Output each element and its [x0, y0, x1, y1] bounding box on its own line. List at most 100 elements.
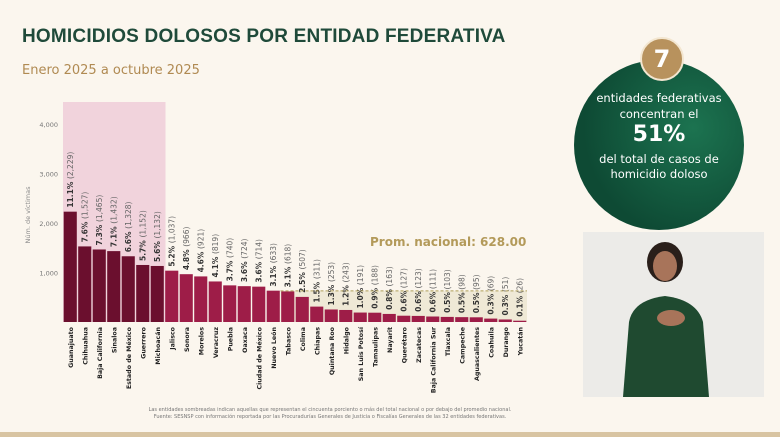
percent-label: 1.2%: [341, 283, 350, 306]
bar: [382, 313, 396, 322]
count-label: (253): [327, 262, 336, 282]
count-label: (724): [240, 238, 249, 258]
percent-label: 4.8%: [182, 247, 191, 270]
bar: [92, 249, 106, 322]
bar: [78, 246, 92, 322]
x-category-label: Jalisco: [169, 326, 176, 350]
y-axis-label: Núm. de víctimas: [24, 186, 32, 244]
x-category-label: Morelos: [198, 327, 205, 355]
percent-label: 11.1%: [66, 179, 75, 208]
average-label: Prom. nacional: 628.00: [370, 235, 526, 249]
count-label: (69): [486, 276, 495, 291]
percent-label: 3.6%: [240, 259, 249, 282]
percent-label: 5.2%: [167, 243, 176, 266]
data-label: 5.2% (1,037): [167, 216, 176, 267]
bar: [63, 211, 77, 322]
x-category-label: Hidalgo: [343, 326, 350, 354]
percent-label: 7.3%: [95, 222, 104, 245]
bar: [237, 286, 251, 322]
bottom-border: [0, 432, 780, 437]
percent-label: 0.5%: [443, 289, 452, 312]
bar: [397, 315, 411, 322]
bar: [469, 317, 483, 322]
bar: [426, 316, 440, 322]
bar: [107, 251, 121, 322]
percent-label: 0.3%: [501, 292, 510, 315]
percent-label: 0.6%: [428, 289, 437, 312]
data-label: 2.5% (507): [298, 249, 307, 293]
count-label: (127): [399, 268, 408, 288]
interpreter-figure: [583, 232, 764, 397]
percent-label: 0.6%: [399, 288, 408, 311]
x-category-label: Ciudad de México: [255, 326, 263, 389]
data-label: 0.3% (51): [501, 277, 510, 316]
percent-label: 0.5%: [457, 290, 466, 313]
percent-label: 0.3%: [486, 291, 495, 314]
bar: [223, 285, 237, 322]
data-label: 3.6% (714): [254, 239, 263, 283]
callout-number-badge: 7: [640, 37, 684, 81]
y-tick-label: 4,000: [39, 121, 58, 129]
count-label: (26): [515, 278, 524, 293]
bar: [208, 281, 222, 322]
data-label: 0.5% (95): [472, 274, 481, 313]
x-category-label: Sinaloa: [111, 327, 118, 353]
percent-label: 3.6%: [254, 259, 263, 282]
count-label: (163): [385, 266, 394, 286]
percent-label: 1.0%: [356, 285, 365, 308]
bar: [165, 270, 179, 322]
footnote-source: Fuente: SESNSP con información reportada…: [153, 414, 507, 420]
bar: [411, 315, 425, 322]
bar: [513, 320, 527, 322]
data-label: 1.5% (311): [312, 259, 321, 303]
data-label: 5.7% (1,152): [138, 210, 147, 261]
x-category-label: Oaxaca: [242, 327, 249, 353]
data-label: 0.5% (103): [443, 269, 452, 313]
percent-label: 5.6%: [153, 239, 162, 262]
y-tick-label: 2,000: [39, 220, 58, 228]
data-label: 1.0% (191): [356, 265, 365, 309]
sign-language-interpreter-video: [583, 232, 764, 397]
bar: [150, 265, 164, 322]
y-tick-label: 1,000: [39, 270, 58, 278]
data-label: 4.8% (966): [182, 227, 191, 271]
data-label: 7.6% (1,527): [80, 192, 89, 243]
page-title: HOMICIDIOS DOLOSOS POR ENTIDAD FEDERATIV…: [22, 26, 506, 47]
count-label: (188): [370, 265, 379, 285]
bar: [281, 291, 295, 322]
data-label: 7.3% (1,465): [95, 195, 104, 246]
data-label: 0.6% (127): [399, 268, 408, 312]
count-label: (95): [472, 274, 481, 289]
data-label: 5.6% (1,132): [153, 211, 162, 262]
bar: [353, 312, 367, 322]
count-label: (103): [443, 269, 452, 289]
data-label: 11.1% (2,229): [66, 152, 75, 208]
count-label: (1,527): [80, 192, 89, 219]
percent-label: 3.7%: [225, 258, 234, 281]
bar: [121, 256, 135, 322]
x-category-label: Guerrero: [140, 326, 147, 359]
count-label: (51): [501, 277, 510, 292]
count-label: (1,465): [95, 195, 104, 222]
bar: [368, 312, 382, 322]
x-category-label: Durango: [503, 326, 510, 357]
x-category-label: Baja California Sur: [430, 326, 437, 393]
x-category-label: San Luis Potosí: [357, 326, 365, 381]
count-label: (311): [312, 259, 321, 279]
percent-label: 1.3%: [327, 282, 336, 305]
data-label: 1.2% (243): [341, 262, 350, 306]
bar: [310, 306, 324, 322]
count-label: (966): [182, 227, 191, 247]
x-category-label: Chiapas: [314, 327, 321, 355]
x-category-label: Veracruz: [213, 327, 220, 358]
percent-label: 3.1%: [283, 264, 292, 287]
data-label: 7.1% (1,432): [109, 196, 118, 247]
x-category-label: Sonora: [184, 327, 191, 352]
data-label: 0.5% (98): [457, 274, 466, 313]
count-label: (1,132): [153, 211, 162, 238]
x-category-label: Coahuila: [488, 327, 495, 358]
x-category-label: Puebla: [227, 327, 234, 351]
data-label: 3.7% (740): [225, 238, 234, 282]
data-label: 4.1% (819): [211, 234, 220, 278]
